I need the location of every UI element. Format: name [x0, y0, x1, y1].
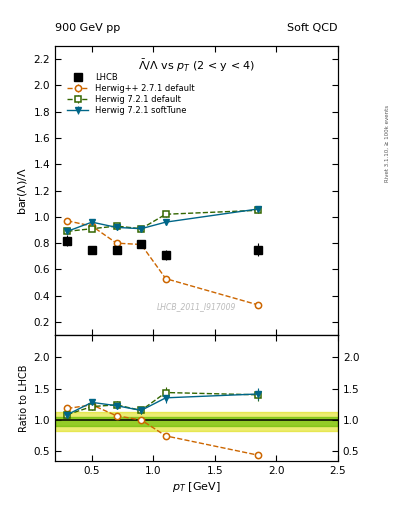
Text: Soft QCD: Soft QCD	[288, 23, 338, 33]
Text: 900 GeV pp: 900 GeV pp	[55, 23, 120, 33]
Text: LHCB_2011_I917009: LHCB_2011_I917009	[157, 302, 236, 311]
Y-axis label: Ratio to LHCB: Ratio to LHCB	[19, 364, 29, 432]
Text: Rivet 3.1.10, ≥ 100k events: Rivet 3.1.10, ≥ 100k events	[385, 105, 389, 182]
Bar	[55, 417, 338, 426]
Y-axis label: bar($\Lambda$)/$\Lambda$: bar($\Lambda$)/$\Lambda$	[17, 166, 29, 215]
Legend: LHCB, Herwig++ 2.7.1 default, Herwig 7.2.1 default, Herwig 7.2.1 softTune: LHCB, Herwig++ 2.7.1 default, Herwig 7.2…	[64, 70, 198, 119]
Text: $\bar{\Lambda}/\Lambda$ vs $p_T$ (2 < y < 4): $\bar{\Lambda}/\Lambda$ vs $p_T$ (2 < y …	[138, 58, 255, 74]
X-axis label: $p_T$ [GeV]: $p_T$ [GeV]	[172, 480, 221, 494]
Bar	[55, 412, 338, 431]
